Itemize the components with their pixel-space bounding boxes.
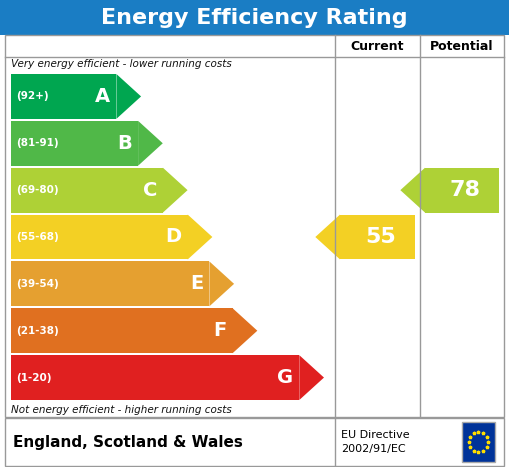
Text: EU Directive: EU Directive [341, 430, 410, 440]
Bar [11, 308, 233, 353]
Bar [11, 168, 163, 212]
Text: (69-80): (69-80) [16, 185, 59, 195]
Text: Very energy efficient - lower running costs: Very energy efficient - lower running co… [11, 59, 232, 69]
Polygon shape [316, 214, 340, 260]
Text: (39-54): (39-54) [16, 279, 59, 289]
Text: (21-38): (21-38) [16, 325, 59, 336]
Text: F: F [213, 321, 227, 340]
Text: 2002/91/EC: 2002/91/EC [341, 444, 406, 454]
Text: E: E [190, 274, 204, 293]
Text: A: A [95, 87, 110, 106]
Polygon shape [117, 74, 141, 119]
Polygon shape [401, 168, 425, 212]
Text: (1-20): (1-20) [16, 373, 51, 382]
Text: D: D [165, 227, 182, 247]
Text: B: B [118, 134, 132, 153]
Bar [425, 168, 499, 212]
Text: (81-91): (81-91) [16, 138, 59, 149]
Polygon shape [209, 262, 234, 306]
Bar [11, 121, 138, 166]
Bar [11, 355, 299, 400]
Text: Potential: Potential [430, 40, 494, 52]
Text: (92+): (92+) [16, 92, 49, 101]
Polygon shape [299, 355, 324, 400]
Text: G: G [277, 368, 293, 387]
Polygon shape [163, 168, 188, 212]
Text: 78: 78 [449, 180, 480, 200]
Text: Current: Current [351, 40, 404, 52]
Polygon shape [138, 121, 163, 166]
Text: (55-68): (55-68) [16, 232, 59, 242]
Text: Energy Efficiency Rating: Energy Efficiency Rating [101, 7, 408, 28]
Text: Not energy efficient - higher running costs: Not energy efficient - higher running co… [11, 405, 232, 415]
Bar [11, 214, 188, 260]
Bar [11, 262, 209, 306]
Bar [0, 0, 509, 35]
Bar [462, 422, 495, 462]
Polygon shape [188, 214, 212, 260]
Bar [11, 74, 117, 119]
Polygon shape [233, 308, 258, 353]
Text: C: C [143, 181, 157, 200]
Text: 55: 55 [365, 227, 396, 247]
Bar [5, 35, 504, 417]
Text: England, Scotland & Wales: England, Scotland & Wales [13, 434, 243, 450]
Bar [5, 418, 504, 466]
Bar [340, 214, 415, 260]
